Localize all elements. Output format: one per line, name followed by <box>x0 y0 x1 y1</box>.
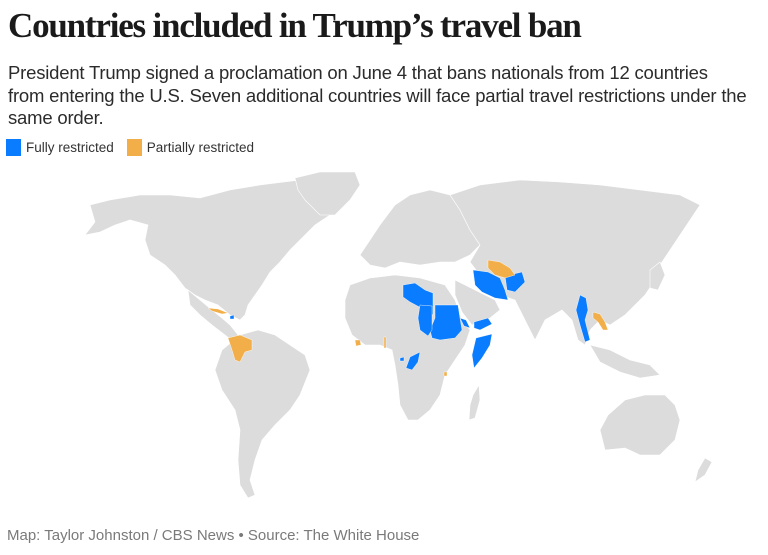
country-iran <box>472 269 509 301</box>
page-title: Countries included in Trump’s travel ban <box>8 6 582 45</box>
country-cuba <box>207 307 229 315</box>
legend-item-partially-restricted: Partially restricted <box>126 139 255 156</box>
country-togo <box>383 336 387 349</box>
fully-restricted-swatch <box>6 139 21 156</box>
country-eritrea <box>459 317 471 329</box>
arabian-peninsula <box>454 279 501 326</box>
source-credit: Map: Taylor Johnston / CBS News • Source… <box>7 527 420 544</box>
country-burundi <box>443 371 448 377</box>
new-zealand <box>694 457 713 483</box>
page-subtitle: President Trump signed a proclamation on… <box>8 62 747 128</box>
greenland <box>294 171 361 216</box>
country-turkmenistan <box>487 259 516 279</box>
partially-restricted-swatch <box>126 139 142 156</box>
country-myanmar <box>575 294 591 343</box>
country-yemen <box>473 317 493 331</box>
country-venezuela <box>227 334 253 363</box>
legend-label: Fully restricted <box>26 140 114 155</box>
world-map <box>84 171 713 499</box>
japan <box>649 261 666 291</box>
country-sierra-leone <box>354 339 362 347</box>
country-haiti <box>229 314 235 320</box>
country-afghanistan <box>504 271 526 293</box>
country-equatorial-guinea <box>399 356 405 362</box>
madagascar <box>468 384 481 421</box>
south-america <box>214 329 311 499</box>
country-sudan <box>429 304 463 341</box>
country-somalia <box>471 333 493 369</box>
legend-label: Partially restricted <box>146 140 255 155</box>
north-america <box>84 179 336 321</box>
country-congo <box>405 351 421 371</box>
southeast-asia-islands <box>589 344 661 379</box>
country-laos <box>592 311 609 331</box>
legend: Fully restricted Partially restricted <box>6 139 267 156</box>
australia <box>599 394 681 456</box>
country-chad <box>417 304 433 337</box>
legend-item-fully-restricted: Fully restricted <box>6 139 114 156</box>
